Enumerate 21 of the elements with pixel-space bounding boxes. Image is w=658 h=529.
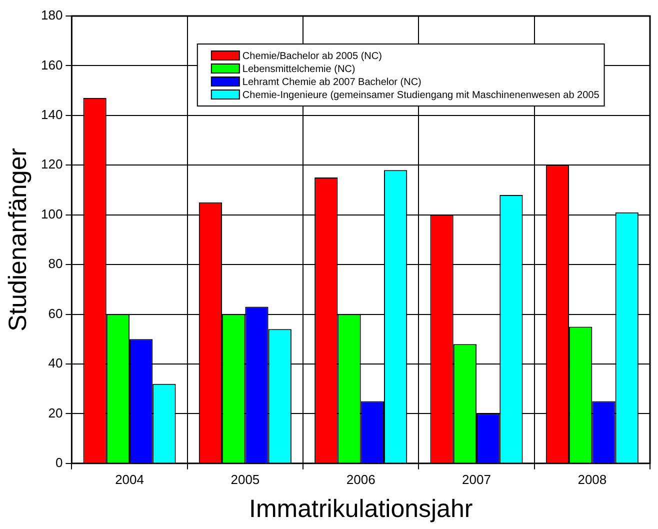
legend-label: Lebensmittelchemie (NC): [242, 64, 356, 75]
x-tick-label: 2008: [578, 472, 607, 487]
y-tick-label: 140: [40, 107, 63, 122]
y-tick-label: 80: [48, 256, 63, 272]
legend-label: Chemie/Bachelor ab 2005 (NC): [242, 50, 382, 62]
y-tick-label: 180: [40, 8, 63, 23]
y-tick-label: 100: [40, 206, 63, 222]
legend-label: Chemie-Ingenieure (gemeinsamer Studiengang mit Maschinenenwesen ab 2005: [242, 90, 600, 101]
x-tick-label: 2007: [462, 472, 491, 487]
y-tick-label: 20: [48, 405, 63, 420]
x-axis-title: Immatrikulationsjahr: [249, 494, 473, 523]
x-tick-label: 2005: [230, 472, 260, 487]
y-axis-title: Studienanfänger: [4, 148, 32, 332]
x-tick-label: 2006: [346, 472, 376, 487]
y-tick-label: 0: [55, 454, 63, 470]
y-tick-label: 40: [48, 356, 63, 371]
y-tick-label: 160: [40, 57, 63, 72]
y-tick-label: 120: [40, 156, 63, 172]
legend-label: Lehramt Chemie ab 2007 Bachelor (NC): [242, 76, 422, 88]
x-tick-label: 2004: [115, 472, 144, 487]
y-tick-label: 60: [48, 306, 63, 321]
